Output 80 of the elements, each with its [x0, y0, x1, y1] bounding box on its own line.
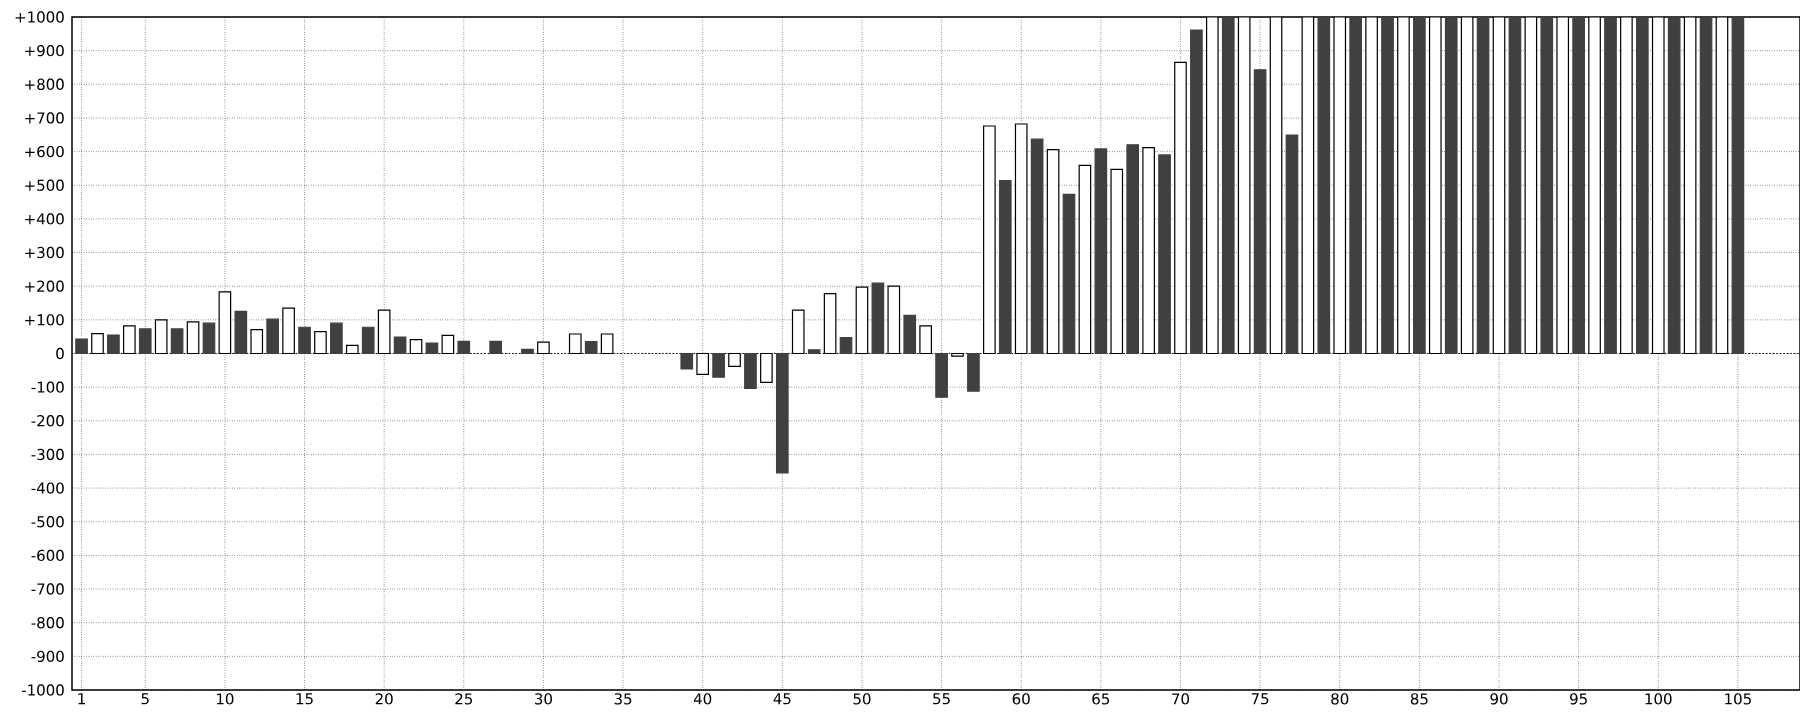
y-tick-label: 0 — [56, 347, 64, 360]
y-tick-label: -100 — [31, 381, 64, 393]
bar — [202, 322, 216, 355]
bar — [521, 348, 534, 355]
bar — [170, 328, 184, 355]
y-tick-label: -1000 — [21, 684, 64, 696]
bar — [584, 341, 598, 355]
x-tick-label: 55 — [933, 693, 950, 705]
bar — [935, 352, 948, 398]
x-tick-label: 85 — [1410, 693, 1428, 705]
bar — [744, 352, 757, 390]
y-tick-label: +200 — [25, 280, 64, 292]
x-tick-label: 100 — [1645, 693, 1672, 705]
bar — [266, 318, 280, 355]
x-tick-label: 90 — [1490, 693, 1508, 705]
bar — [1094, 148, 1108, 355]
bar — [998, 179, 1012, 355]
y-tick-label: +600 — [25, 145, 64, 158]
y-tick-label: -200 — [31, 415, 64, 427]
y-tick-label: +1000 — [15, 11, 64, 23]
y-tick-label: +900 — [25, 44, 64, 57]
y-tick-label: +300 — [25, 246, 64, 259]
bar — [186, 321, 200, 355]
bar — [903, 314, 917, 355]
bar — [361, 326, 375, 355]
bar — [330, 322, 343, 355]
y-tick-label: -300 — [31, 448, 64, 461]
bar — [1285, 134, 1299, 355]
bar — [1158, 154, 1171, 355]
bar — [1126, 144, 1140, 355]
bar — [393, 336, 407, 355]
x-tick-label: 25 — [455, 693, 473, 705]
x-tick-label: 10 — [216, 693, 234, 705]
y-tick-label: +700 — [25, 112, 64, 124]
x-tick-label: 60 — [1012, 693, 1030, 705]
bar — [1062, 193, 1076, 355]
y-tick-label: -800 — [31, 617, 64, 629]
y-tick-label: +100 — [25, 314, 64, 326]
x-tick-label: 30 — [535, 693, 552, 705]
bar — [138, 328, 152, 355]
bar — [680, 352, 694, 370]
x-tick-label: 95 — [1570, 693, 1587, 705]
x-tick-label: 1 — [78, 693, 85, 705]
y-tick-label: -700 — [31, 583, 64, 595]
bar — [807, 349, 821, 355]
y-tick-label: -500 — [31, 516, 64, 528]
bar — [234, 310, 248, 355]
bar — [489, 340, 502, 355]
bar — [775, 352, 789, 474]
y-tick-label: -600 — [31, 549, 64, 562]
x-tick-label: 40 — [693, 693, 712, 705]
bar — [218, 291, 232, 355]
y-tick-label: +800 — [25, 78, 64, 90]
x-tick-label: 45 — [773, 693, 791, 705]
y-tick-label: +400 — [25, 213, 64, 225]
x-tick-label: 35 — [614, 693, 632, 705]
y-tick-label: -900 — [31, 650, 64, 663]
x-tick-label: 70 — [1172, 693, 1190, 705]
bar — [1253, 69, 1267, 355]
bar — [107, 334, 120, 355]
bar — [75, 338, 88, 355]
bar — [871, 282, 885, 355]
x-tick-label: 5 — [141, 693, 149, 705]
y-tick-label: -400 — [31, 482, 64, 494]
x-tick-label: 75 — [1251, 693, 1269, 705]
x-tick-label: 15 — [296, 693, 313, 705]
bar — [712, 352, 725, 378]
x-tick-label: 50 — [853, 693, 871, 705]
x-tick-label: 105 — [1725, 693, 1751, 705]
bar — [839, 337, 853, 355]
y-tick-label: +500 — [25, 179, 64, 191]
bar — [298, 326, 311, 355]
bar — [1190, 29, 1203, 355]
bar — [425, 342, 439, 355]
bar — [457, 340, 471, 355]
x-tick-label: 20 — [375, 693, 393, 705]
x-tick-label: 65 — [1092, 693, 1110, 705]
bar — [967, 352, 980, 392]
bar — [1030, 138, 1044, 355]
x-tick-label: 80 — [1331, 693, 1349, 705]
